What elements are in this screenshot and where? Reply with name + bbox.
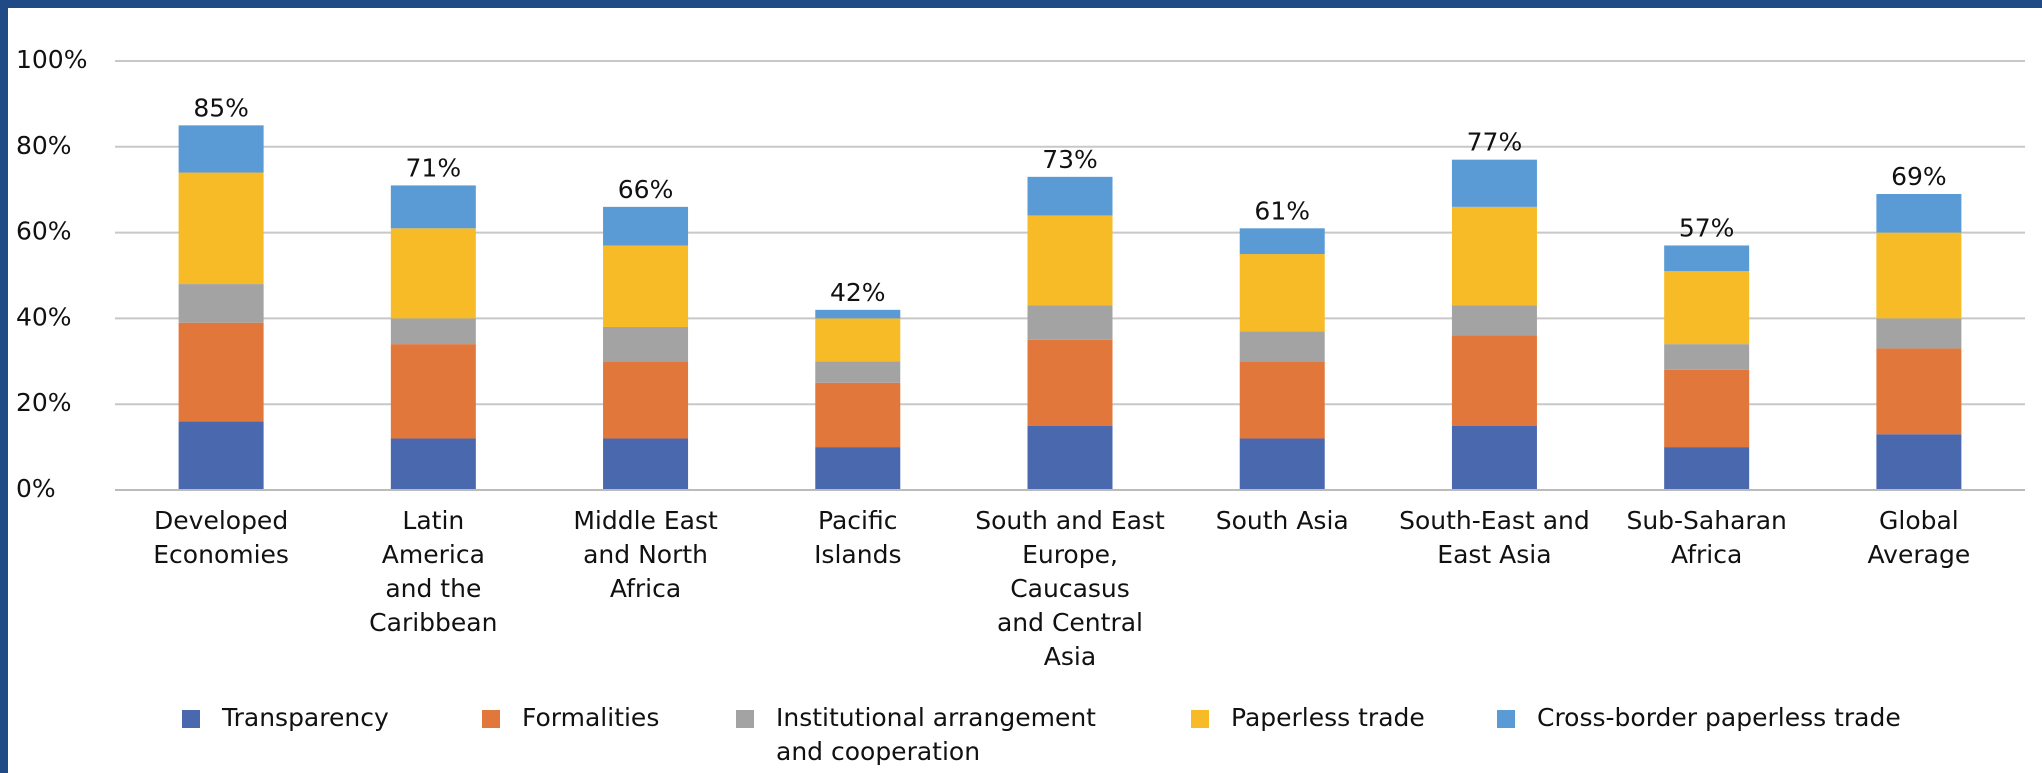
bar-segment (603, 245, 689, 327)
bar-segment (390, 344, 476, 439)
bar-segment (1876, 318, 1962, 349)
bar-segment (1664, 344, 1750, 370)
bar-segment (603, 206, 689, 246)
total-label: 71% (406, 153, 462, 182)
bar-segment (603, 326, 689, 362)
x-tick-label: South and East Europe, Caucasus and Central… (975, 506, 1165, 671)
legend-swatch (1497, 710, 1515, 728)
bar-segment (815, 318, 901, 362)
total-label: 61% (1254, 196, 1310, 225)
bar-segment (390, 318, 476, 345)
bar-segment (1027, 339, 1113, 426)
bar-segment (1451, 305, 1537, 336)
legend-swatch (1191, 710, 1209, 728)
bar-segment (603, 438, 689, 490)
legend-label: Formalities (522, 703, 659, 732)
bar-segment (1664, 447, 1750, 490)
bar-segment (178, 125, 264, 173)
bar-segment (815, 309, 901, 319)
bar-segment (1239, 228, 1325, 255)
x-tick-label: South Asia (1216, 506, 1349, 535)
legend-label: Transparency (221, 703, 389, 732)
bar-segment (1451, 425, 1537, 490)
bar-segment (1876, 232, 1962, 319)
bar-segment (1239, 361, 1325, 439)
legend-swatch (482, 710, 500, 728)
legend-label: Institutional arrangement and cooperation (776, 703, 1096, 766)
y-tick-label: 60% (16, 217, 72, 246)
bar-segment (1876, 434, 1962, 490)
bar-segment (178, 322, 264, 422)
total-label: 66% (618, 175, 674, 204)
total-label: 42% (830, 278, 886, 307)
bar-segment (603, 361, 689, 439)
x-tick-label: Global Average (1868, 506, 1971, 569)
legend-swatch (182, 710, 200, 728)
bar-segment (1239, 331, 1325, 362)
bar-segment (815, 447, 901, 490)
bar-segment (815, 382, 901, 448)
x-tick-label: Pacific Islands (814, 506, 901, 569)
bar-segment (1876, 193, 1962, 233)
bar-segment (1027, 215, 1113, 306)
total-label: 57% (1679, 213, 1735, 242)
bar-segment (1451, 159, 1537, 207)
x-tick-label: Developed Economies (153, 506, 289, 569)
legend-swatch (736, 710, 754, 728)
bar-segment (1027, 305, 1113, 340)
bar-segment (1664, 245, 1750, 272)
bar-segment (1027, 425, 1113, 490)
y-tick-label: 100% (16, 45, 87, 74)
bar-segment (1239, 438, 1325, 490)
legend-label: Paperless trade (1231, 703, 1425, 732)
total-label: 85% (193, 93, 249, 122)
x-tick-label: Sub-Saharan Africa (1626, 506, 1786, 569)
bar-segment (1451, 335, 1537, 426)
y-tick-label: 40% (16, 302, 72, 331)
bar-segment (390, 438, 476, 490)
bar-segment (1664, 271, 1750, 345)
bar-segment (390, 185, 476, 229)
bar-segment (390, 228, 476, 319)
x-tick-label: South-East and East Asia (1399, 506, 1590, 569)
y-tick-label: 80% (16, 131, 72, 160)
bar-segment (1664, 369, 1750, 448)
x-tick-label: Latin America and the Caribbean (369, 506, 497, 637)
x-tick-label: Middle East and North Africa (573, 506, 718, 603)
bar-segment (1239, 254, 1325, 332)
total-label: 69% (1891, 162, 1947, 191)
bar-segment (178, 172, 264, 285)
bar-segment (1876, 348, 1962, 435)
legend-label: Cross-border paperless trade (1537, 703, 1901, 732)
bar-segment (815, 361, 901, 383)
bar-segment (1027, 176, 1113, 216)
bar-segment (178, 284, 264, 323)
total-label: 77% (1467, 128, 1523, 157)
total-label: 73% (1042, 145, 1098, 174)
y-tick-label: 20% (16, 388, 72, 417)
y-tick-label: 0% (16, 474, 56, 503)
bar-segment (1451, 206, 1537, 306)
bar-segment (178, 421, 264, 490)
